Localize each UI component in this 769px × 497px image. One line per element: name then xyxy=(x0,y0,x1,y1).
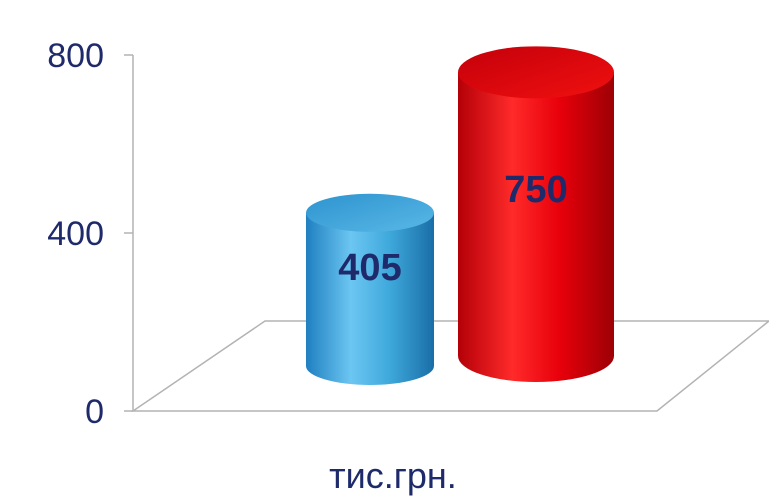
bar-2: 750 xyxy=(458,46,614,382)
unit-label: тис.грн. xyxy=(329,455,457,496)
y-tick-label: 400 xyxy=(47,215,104,253)
bar-body xyxy=(306,212,434,385)
bar-top xyxy=(306,193,434,232)
bars: 405 750 xyxy=(306,46,614,385)
bar-data-label: 405 xyxy=(338,247,401,289)
bar-body xyxy=(458,72,614,382)
y-tick-label: 800 xyxy=(47,37,104,75)
y-tick-label: 0 xyxy=(85,393,104,431)
bar-1: 405 xyxy=(306,193,434,385)
bar-top xyxy=(458,46,614,99)
bar-data-label: 750 xyxy=(504,169,567,211)
chart-floor xyxy=(130,320,769,412)
y-axis-ticks: 0 400 800 xyxy=(47,37,133,431)
